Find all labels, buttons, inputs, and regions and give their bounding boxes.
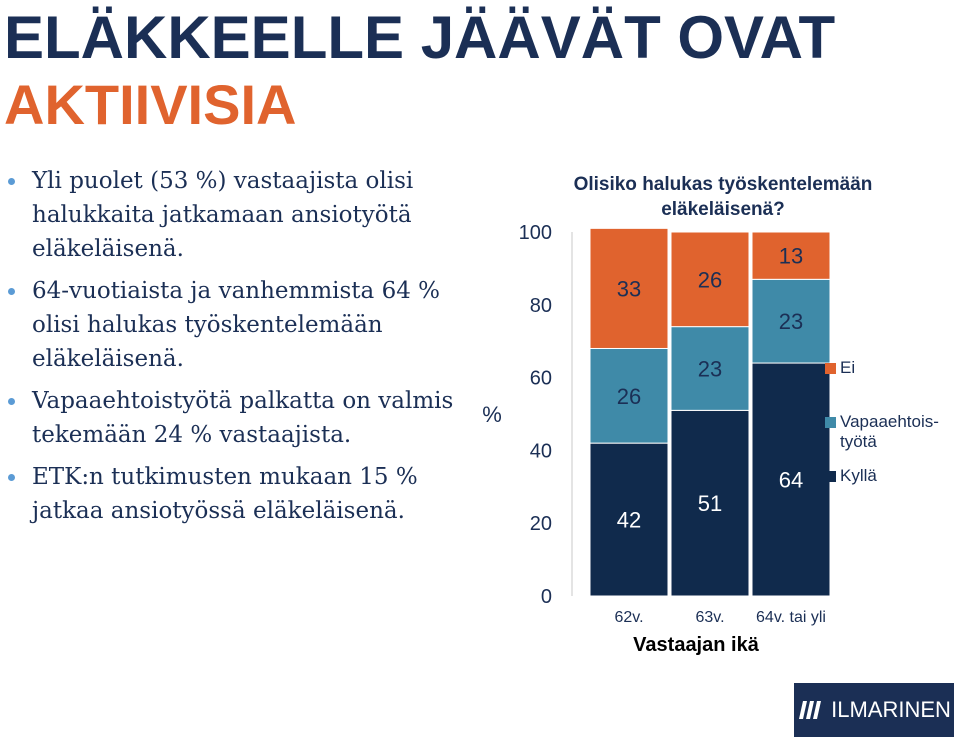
y-tick-label: 20 xyxy=(530,513,552,535)
x-tick-label: 63v. xyxy=(695,609,724,626)
bullet-list: Yli puolet (53 %) vastaajista olisi halu… xyxy=(6,164,476,536)
legend-label: Ei xyxy=(840,358,855,377)
bullet-text: Yli puolet (53 %) vastaajista olisi halu… xyxy=(32,168,414,262)
y-axis-label: % xyxy=(482,402,502,427)
bullet-dot-icon xyxy=(8,398,15,405)
x-tick-label: 64v. tai yli xyxy=(756,609,826,626)
bullet-dot-icon xyxy=(8,288,15,295)
bullet-text: Vapaaehtoistyötä palkatta on valmis teke… xyxy=(32,388,454,448)
data-label: 64 xyxy=(779,468,803,493)
y-axis-ticks: 0 20 40 60 80 100 xyxy=(519,222,552,608)
x-axis-ticks: 62v. 63v. 64v. tai yli xyxy=(614,609,826,626)
data-label: 33 xyxy=(617,276,641,301)
bar-segment xyxy=(670,409,750,597)
bullet-dot-icon xyxy=(8,474,15,481)
chart-title: Olisiko halukas työskentelemään xyxy=(574,174,873,195)
data-label: 42 xyxy=(617,508,641,533)
slide-title-line2: AKTIIVISIA xyxy=(4,73,297,136)
y-tick-label: 80 xyxy=(530,295,552,317)
data-label: 23 xyxy=(698,357,722,382)
bullet-text: ETK:n tutkimusten mukaan 15 % jatkaa ans… xyxy=(32,464,418,524)
slide-title-line1: ELÄKKEELLE JÄÄVÄT OVAT xyxy=(4,4,836,71)
ilmarinen-logo-icon xyxy=(799,701,822,719)
logo-text: ILMARINEN xyxy=(831,697,951,722)
legend-label: Kyllä xyxy=(840,466,877,485)
y-tick-label: 100 xyxy=(519,222,552,244)
bar-segment xyxy=(589,442,669,597)
bar-segment xyxy=(589,347,669,444)
x-axis-label: Vastaajan ikä xyxy=(633,634,760,656)
bar-segment xyxy=(589,227,669,349)
bar-segment xyxy=(670,326,750,411)
legend-label: työtä xyxy=(840,432,877,451)
bullet-text: 64-vuotiaista ja vanhemmista 64 % olisi … xyxy=(32,278,441,372)
data-label: 26 xyxy=(617,384,641,409)
chart-title-line2: eläkeläisenä? xyxy=(661,199,785,220)
bullet-item: Yli puolet (53 %) vastaajista olisi halu… xyxy=(6,164,476,266)
y-tick-label: 60 xyxy=(530,368,552,390)
chart-legend: Ei Vapaaehtois-työtä Kyllä xyxy=(825,358,939,485)
bullet-item: 64-vuotiaista ja vanhemmista 64 % olisi … xyxy=(6,274,476,376)
bullet-item: ETK:n tutkimusten mukaan 15 % jatkaa ans… xyxy=(6,460,476,528)
x-tick-label: 62v. xyxy=(614,609,643,626)
bullet-item: Vapaaehtoistyötä palkatta on valmis teke… xyxy=(6,384,476,452)
stacked-bar-chart: Olisiko halukas työskentelemään eläkeläi… xyxy=(482,174,939,656)
legend-swatch xyxy=(825,471,836,482)
data-label: 26 xyxy=(698,267,722,292)
ilmarinen-logo: ILMARINEN xyxy=(794,683,954,737)
legend-swatch xyxy=(825,363,836,374)
bars-group: 42 26 33 51 23 26 64 23 13 xyxy=(589,227,831,597)
y-tick-label: 40 xyxy=(530,440,552,462)
y-tick-label: 0 xyxy=(541,586,552,608)
bullet-dot-icon xyxy=(8,178,15,185)
bar-segment xyxy=(670,231,750,328)
bar-segment xyxy=(751,278,831,364)
data-label: 13 xyxy=(779,244,803,269)
data-label: 51 xyxy=(698,491,722,516)
legend-label: Vapaaehtois- xyxy=(840,412,939,431)
data-label: 23 xyxy=(779,309,803,334)
bar-segment xyxy=(751,231,831,280)
legend-swatch xyxy=(825,417,836,428)
